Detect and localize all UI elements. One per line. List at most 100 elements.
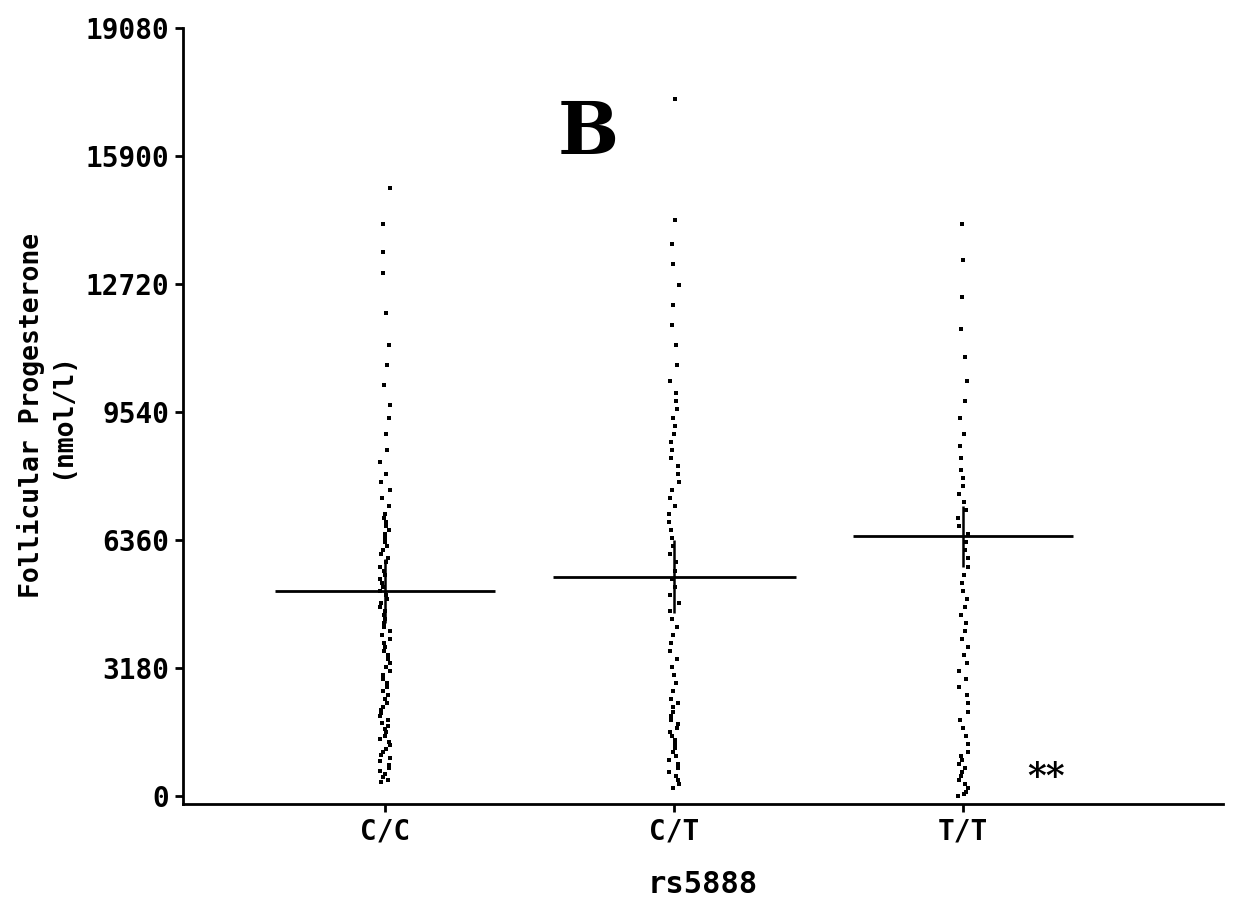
Point — [378, 713, 398, 727]
Point — [377, 680, 397, 694]
Point — [379, 738, 399, 753]
Point — [662, 318, 682, 333]
Point — [662, 531, 682, 546]
Point — [373, 607, 393, 622]
Point — [373, 745, 393, 759]
Point — [959, 639, 978, 654]
Point — [954, 583, 973, 598]
Point — [661, 523, 681, 538]
Point — [379, 523, 399, 538]
Point — [660, 547, 680, 562]
Point — [665, 426, 684, 441]
Point — [371, 599, 391, 614]
Point — [951, 769, 971, 783]
Point — [373, 699, 393, 714]
Point — [379, 338, 399, 353]
Point — [373, 245, 393, 260]
Point — [668, 777, 688, 791]
Point — [371, 559, 391, 573]
Point — [377, 426, 397, 441]
Point — [376, 567, 396, 582]
Point — [668, 595, 688, 610]
Point — [378, 735, 398, 749]
Point — [371, 474, 391, 489]
Point — [371, 572, 391, 586]
Text: B: B — [557, 97, 619, 169]
Point — [952, 632, 972, 647]
Point — [952, 575, 972, 590]
Point — [667, 402, 687, 417]
Point — [670, 474, 689, 489]
Point — [371, 706, 391, 721]
Point — [370, 764, 389, 779]
Point — [377, 696, 397, 711]
Point — [951, 322, 971, 336]
Point — [661, 636, 681, 650]
Point — [954, 471, 973, 485]
Point — [954, 787, 973, 802]
Point — [372, 627, 392, 642]
Point — [661, 713, 681, 727]
Point — [951, 451, 971, 465]
Point — [371, 595, 391, 610]
Point — [662, 728, 682, 743]
Point — [663, 627, 683, 642]
Point — [949, 757, 968, 771]
Point — [950, 519, 970, 534]
Point — [377, 358, 397, 373]
Point — [670, 278, 689, 292]
Point — [665, 499, 684, 514]
Point — [959, 745, 978, 759]
Point — [371, 754, 391, 769]
Point — [955, 495, 975, 509]
Point — [959, 780, 978, 795]
Point — [951, 217, 971, 232]
Point — [668, 716, 688, 731]
Point — [379, 410, 399, 425]
Point — [954, 648, 973, 662]
Point — [660, 604, 680, 618]
Point — [663, 700, 683, 714]
Point — [377, 539, 397, 553]
Point — [954, 567, 973, 582]
Point — [956, 394, 976, 409]
Point — [666, 676, 686, 691]
Point — [950, 439, 970, 453]
Point — [955, 760, 975, 775]
Point — [374, 636, 394, 650]
Point — [663, 745, 683, 759]
Point — [373, 672, 393, 687]
Point — [374, 563, 394, 578]
Point — [376, 531, 396, 546]
Point — [955, 624, 975, 638]
Point — [376, 741, 396, 756]
Point — [373, 543, 393, 558]
Point — [665, 740, 684, 755]
Point — [663, 780, 683, 795]
Point — [666, 394, 686, 409]
Point — [955, 350, 975, 365]
Point — [373, 769, 393, 784]
Point — [950, 410, 970, 425]
Point — [662, 257, 682, 272]
Point — [666, 736, 686, 751]
Point — [371, 454, 391, 469]
Point — [668, 773, 688, 788]
Point — [954, 426, 973, 441]
Point — [954, 253, 973, 267]
Point — [374, 722, 394, 736]
Point — [663, 704, 683, 719]
Point — [372, 715, 392, 730]
Point — [381, 632, 401, 647]
Point — [666, 338, 686, 353]
Point — [666, 769, 686, 783]
Point — [377, 592, 397, 606]
Point — [951, 607, 971, 622]
Point — [372, 775, 392, 790]
Point — [950, 713, 970, 727]
Point — [381, 664, 401, 679]
Point — [667, 652, 687, 667]
Point — [374, 511, 394, 526]
Point — [376, 515, 396, 529]
Point — [373, 217, 393, 232]
